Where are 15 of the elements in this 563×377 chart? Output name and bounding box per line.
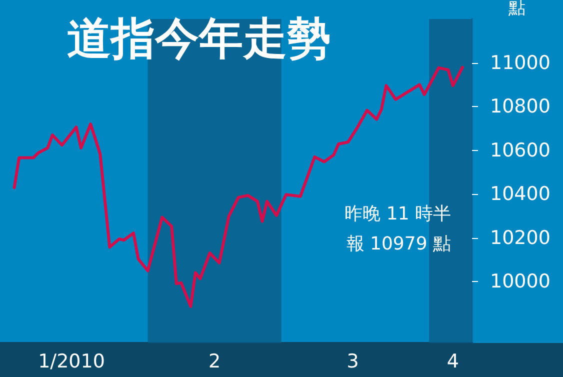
y-tick-label: 10400	[490, 183, 550, 206]
y-tick-label: 11000	[490, 52, 550, 74]
y-tick-label: 10800	[490, 96, 550, 118]
x-tick-label: 2	[208, 350, 221, 372]
x-tick-label: 3	[346, 350, 359, 372]
line-series	[12, 66, 464, 308]
annotation: 報 10979 點	[346, 234, 452, 254]
y-tick-label: 10000	[490, 270, 550, 293]
x-tick-label: 4	[446, 350, 459, 372]
x-tick-label: 1/2010	[38, 350, 105, 372]
y-axis-title: 點	[508, 0, 526, 18]
chart-title: 道指今年走勢	[67, 14, 331, 64]
y-tick-label: 10200	[490, 226, 550, 249]
y-tick-label: 10600	[490, 139, 550, 162]
annotation: 昨晚 11 時半	[344, 204, 452, 224]
